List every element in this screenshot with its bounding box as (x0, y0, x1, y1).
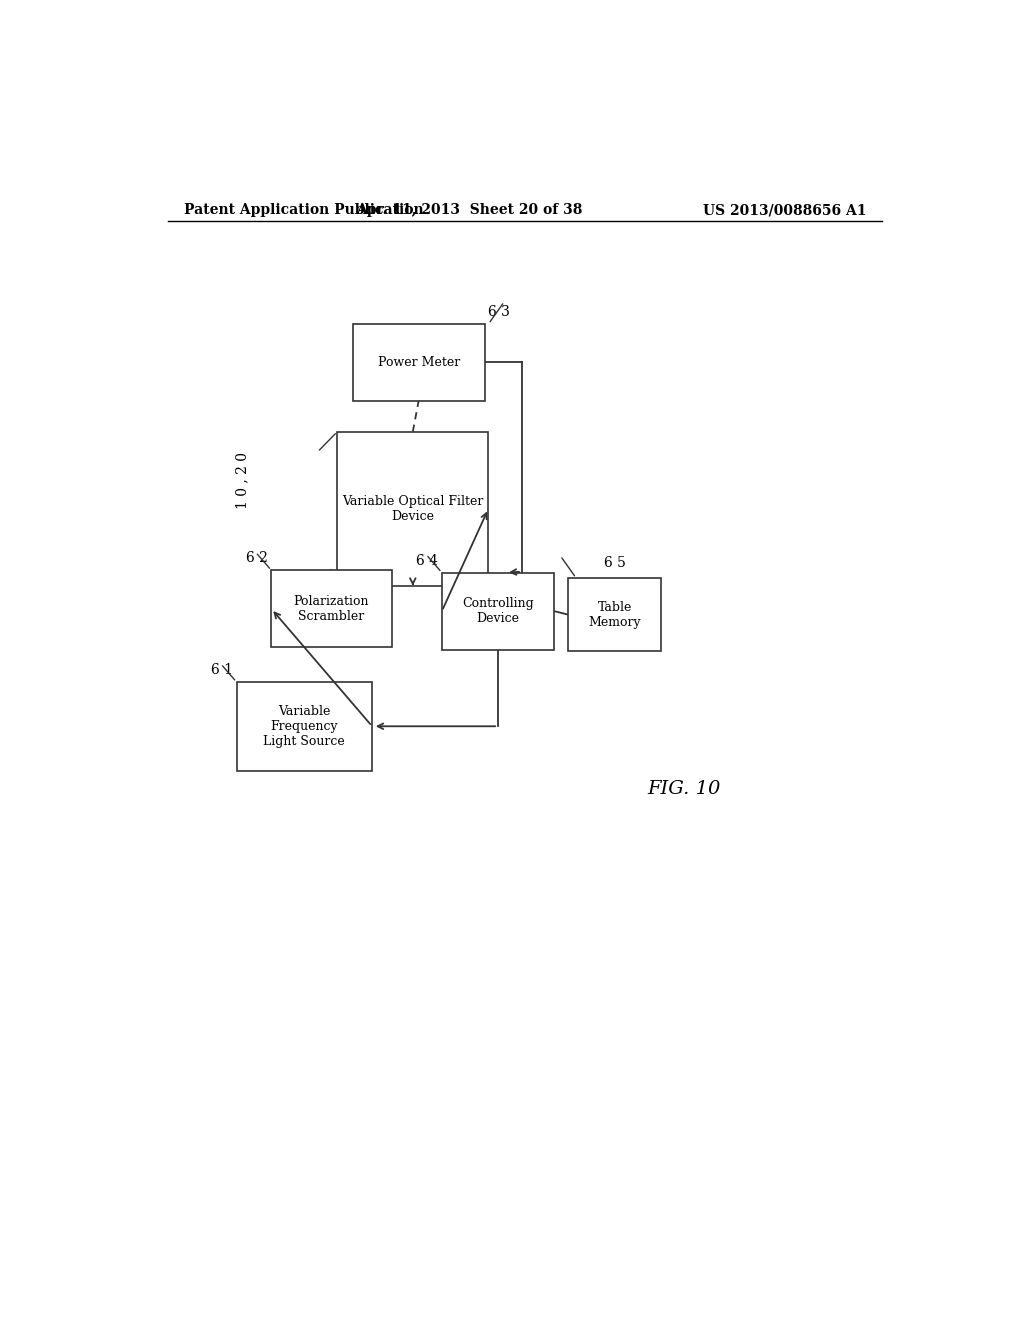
Text: 6 5: 6 5 (604, 556, 626, 570)
Text: Apr. 11, 2013  Sheet 20 of 38: Apr. 11, 2013 Sheet 20 of 38 (356, 203, 583, 216)
Text: 6 1: 6 1 (211, 663, 232, 677)
Text: US 2013/0088656 A1: US 2013/0088656 A1 (702, 203, 866, 216)
Text: 6 2: 6 2 (246, 552, 267, 565)
FancyBboxPatch shape (442, 573, 554, 649)
FancyBboxPatch shape (271, 570, 391, 647)
Text: FIG. 10: FIG. 10 (647, 780, 720, 797)
Text: Controlling
Device: Controlling Device (462, 597, 534, 626)
Text: Polarization
Scrambler: Polarization Scrambler (294, 595, 370, 623)
Text: 6 4: 6 4 (416, 553, 438, 568)
Text: Patent Application Publication: Patent Application Publication (183, 203, 423, 216)
FancyBboxPatch shape (337, 432, 488, 586)
Text: Variable Optical Filter
Device: Variable Optical Filter Device (342, 495, 483, 523)
Text: Table
Memory: Table Memory (589, 601, 641, 628)
Text: Power Meter: Power Meter (378, 356, 460, 370)
FancyBboxPatch shape (568, 578, 662, 651)
Text: 6 3: 6 3 (488, 305, 510, 319)
FancyBboxPatch shape (237, 682, 372, 771)
Text: Variable
Frequency
Light Source: Variable Frequency Light Source (263, 705, 345, 747)
FancyBboxPatch shape (352, 323, 484, 401)
Text: 1 0 , 2 0: 1 0 , 2 0 (236, 451, 249, 510)
